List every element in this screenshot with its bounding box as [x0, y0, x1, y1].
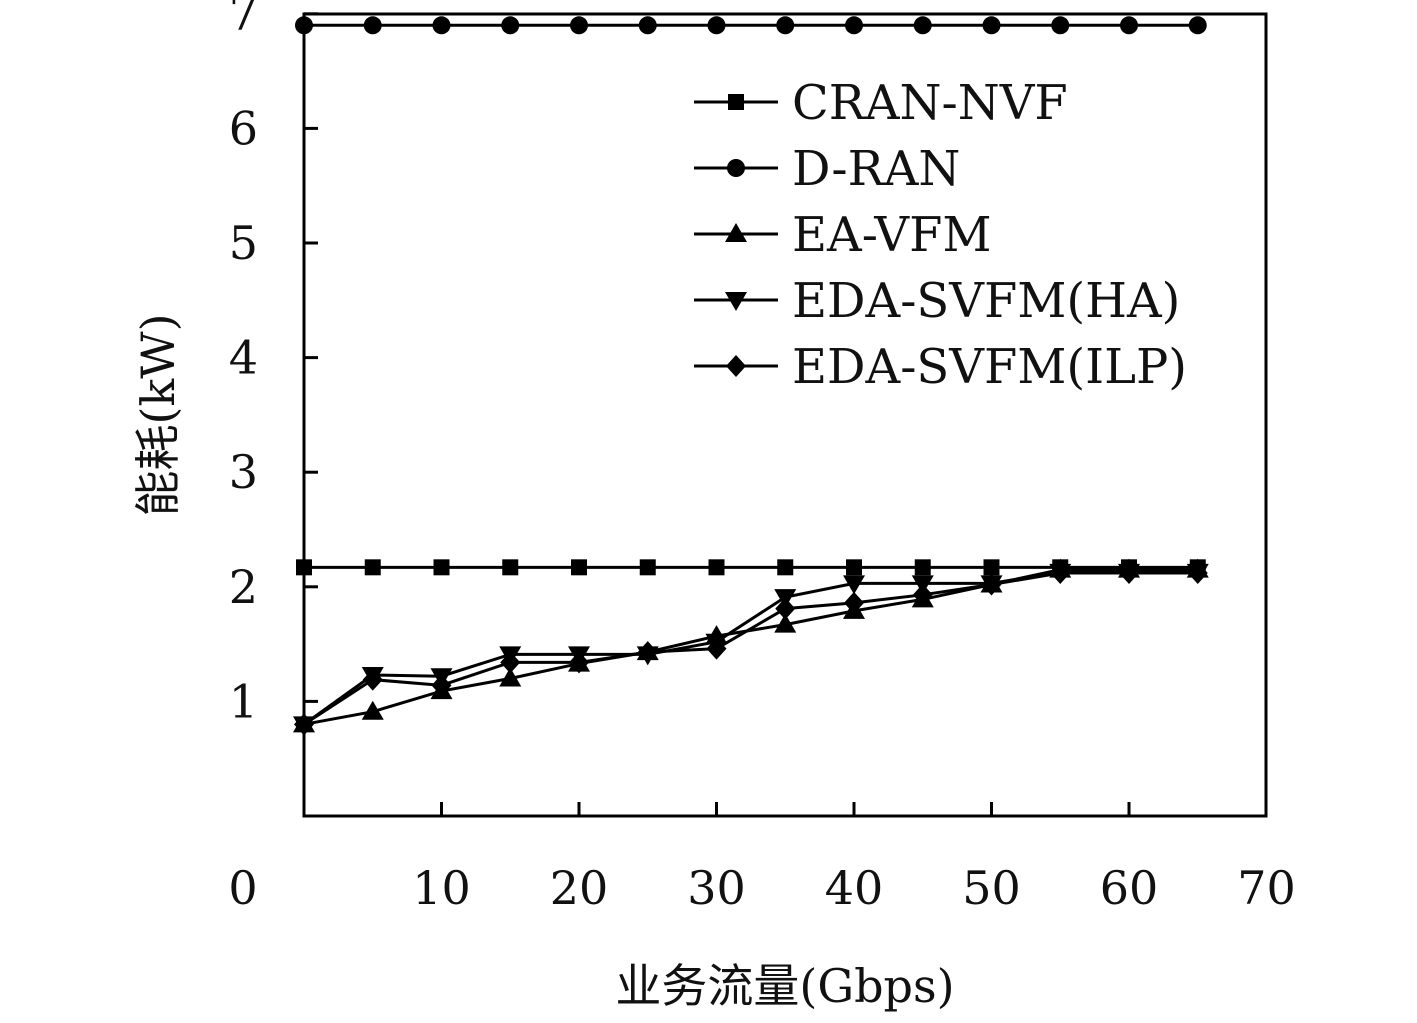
legend-entry: EA-VFM — [694, 207, 992, 263]
data-point — [846, 559, 862, 576]
data-point — [499, 667, 522, 687]
legend-label: D-RAN — [792, 141, 960, 197]
plot-frame — [302, 12, 1268, 818]
data-point — [913, 16, 932, 35]
series-cran-nvf — [296, 559, 1206, 576]
data-point — [294, 713, 314, 736]
data-point — [364, 559, 381, 576]
data-point — [432, 16, 451, 35]
data-point — [981, 573, 1002, 596]
series-eda-svfm-ilp- — [294, 562, 1208, 736]
data-point — [1187, 562, 1208, 585]
x-axis-ticks: 0 10 20 30 40 50 60 70 — [228, 802, 1296, 915]
legend-entry: D-RAN — [694, 141, 960, 197]
x-tick-label: 20 — [550, 861, 609, 915]
data-point — [361, 700, 384, 720]
data-point — [983, 559, 1000, 576]
y-axis-title: 能耗(kW) — [131, 313, 185, 516]
data-point — [637, 641, 658, 664]
data-point — [774, 613, 797, 633]
series-line — [303, 571, 1198, 726]
data-point — [500, 651, 521, 674]
series-d-ran — [295, 16, 1207, 35]
legend-entry: EDA-SVFM(ILP) — [694, 339, 1187, 395]
y-tick-label: 4 — [229, 331, 258, 385]
data-point — [1050, 562, 1071, 585]
data-point — [775, 597, 796, 620]
legend-label: CRAN-NVF — [792, 75, 1068, 131]
data-point — [296, 559, 312, 576]
legend-label: EDA-SVFM(HA) — [792, 273, 1180, 329]
x-tick-label: 40 — [825, 861, 884, 915]
x-tick-label: 0 — [228, 861, 257, 915]
legend-entry: CRAN-NVF — [694, 75, 1068, 131]
data-point — [639, 559, 656, 576]
x-tick-label: 30 — [687, 861, 746, 915]
legend-marker — [728, 94, 744, 110]
series-layer — [293, 16, 1209, 736]
data-point — [569, 651, 589, 674]
data-point — [706, 637, 727, 660]
y-tick-label: 7 — [229, 0, 258, 41]
data-point — [982, 16, 1001, 35]
data-point — [1119, 562, 1139, 585]
data-point — [501, 16, 520, 35]
y-tick-label: 5 — [229, 216, 258, 270]
y-tick-label: 2 — [229, 560, 258, 614]
x-tick-label: 10 — [412, 861, 471, 915]
x-tick-label: 60 — [1100, 861, 1159, 915]
y-tick-label: 1 — [229, 674, 258, 728]
data-point — [912, 583, 933, 606]
x-tick-label: 50 — [962, 861, 1021, 915]
y-tick-label: 3 — [229, 445, 258, 499]
series-eda-svfm-ha- — [293, 563, 1209, 736]
data-point — [295, 16, 313, 35]
data-point — [638, 16, 657, 35]
data-point — [1051, 16, 1070, 35]
series-line — [303, 570, 1198, 726]
x-axis-title: 业务流量(Gbps) — [615, 959, 954, 1013]
data-point — [776, 16, 795, 35]
legend-label: EA-VFM — [792, 207, 992, 263]
y-tick-label: 6 — [229, 101, 258, 155]
legend-marker — [727, 159, 745, 177]
legend: CRAN-NVF D-RAN EA-VFM EDA-SVFM(HA) EDA-SVFM(… — [694, 75, 1187, 395]
data-point — [570, 16, 588, 35]
legend-label: EDA-SVFM(ILP) — [792, 339, 1187, 395]
data-point — [914, 559, 931, 576]
data-point — [363, 16, 382, 35]
data-point — [1188, 16, 1207, 35]
series-line — [303, 568, 1198, 726]
legend-entry: EDA-SVFM(HA) — [694, 273, 1180, 329]
data-point — [707, 16, 726, 35]
data-point — [843, 575, 865, 595]
data-point — [708, 559, 725, 576]
data-point — [431, 674, 452, 697]
legend-marker — [725, 292, 747, 311]
series-ea-vfm — [293, 558, 1209, 733]
x-tick-label: 70 — [1237, 861, 1296, 915]
data-point — [362, 668, 383, 691]
data-point — [502, 559, 519, 576]
legend-marker — [726, 355, 746, 377]
data-point — [571, 559, 587, 576]
data-point — [844, 591, 864, 614]
data-point — [1120, 16, 1138, 35]
data-point — [433, 559, 450, 576]
legend-marker — [725, 223, 747, 242]
data-point — [845, 16, 863, 35]
data-point — [777, 559, 794, 576]
y-axis-ticks: 1 2 3 4 5 6 7 — [229, 0, 318, 728]
